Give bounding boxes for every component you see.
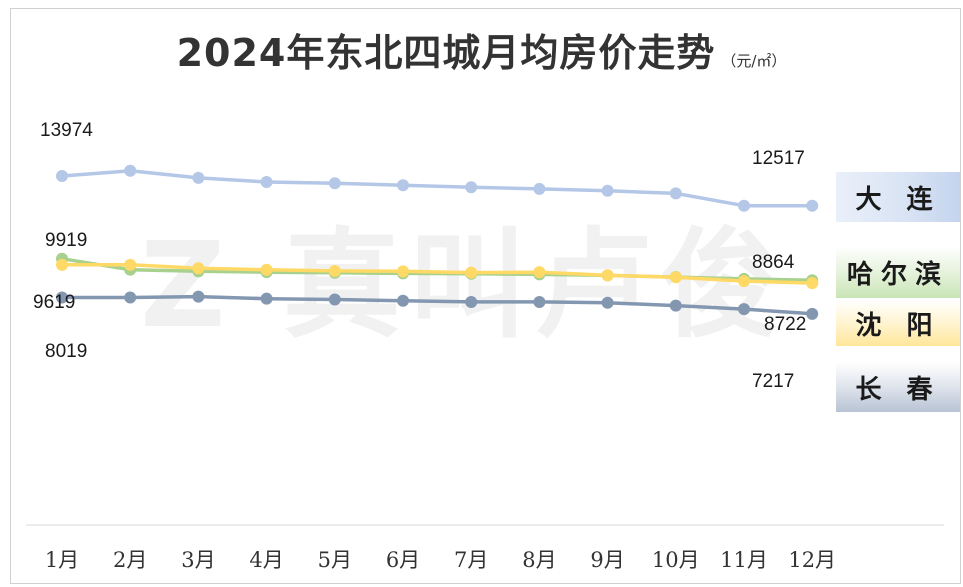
legend-harbin: 哈尔滨 bbox=[836, 246, 960, 298]
data-point bbox=[533, 295, 546, 308]
data-point bbox=[533, 182, 546, 195]
x-tick-label: 5月 bbox=[318, 548, 352, 572]
data-point bbox=[669, 299, 682, 312]
series-line bbox=[61, 169, 813, 208]
data-point bbox=[328, 264, 341, 277]
watermark-text: Z 真叫卢俊 bbox=[140, 216, 787, 354]
data-point bbox=[124, 258, 137, 271]
legend-label-changchun: 长 春 bbox=[855, 374, 941, 405]
data-point bbox=[465, 295, 478, 308]
data-label: 12517 bbox=[752, 148, 805, 169]
data-point bbox=[738, 199, 750, 212]
data-point bbox=[806, 307, 819, 320]
data-point bbox=[56, 170, 68, 182]
data-point bbox=[328, 293, 341, 306]
x-tick-label: 12月 bbox=[788, 548, 836, 572]
series-line bbox=[62, 263, 813, 285]
series-line bbox=[62, 294, 813, 316]
data-label: 7217 bbox=[752, 371, 794, 392]
legend-dalian: 大 连 bbox=[836, 172, 960, 222]
x-tick-label: 11月 bbox=[720, 548, 768, 572]
data-label: 13974 bbox=[40, 120, 93, 141]
x-tick-label: 6月 bbox=[386, 548, 420, 572]
legend-label-dalian: 大 连 bbox=[855, 184, 941, 215]
data-point bbox=[397, 265, 409, 278]
data-point bbox=[738, 275, 750, 288]
x-axis-ticks: 1月 2月 3月 4月 5月 6月 7月 8月 9月 10月 11月 12月 bbox=[45, 548, 836, 572]
data-point bbox=[124, 164, 137, 177]
data-label: 8722 bbox=[764, 314, 806, 335]
data-point bbox=[738, 303, 750, 316]
data-label: 8864 bbox=[752, 252, 795, 273]
data-point bbox=[328, 177, 341, 190]
x-tick-label: 9月 bbox=[590, 548, 624, 572]
data-point bbox=[601, 184, 614, 197]
legend-label-shenyang: 沈 阳 bbox=[855, 310, 941, 341]
data-label: 9619 bbox=[33, 292, 75, 313]
data-point bbox=[806, 199, 819, 212]
data-labels: 13974 12517 9919 8864 9619 8722 8019 7217 bbox=[33, 120, 806, 392]
data-point bbox=[601, 269, 614, 282]
x-tick-label: 3月 bbox=[181, 548, 215, 572]
series-group bbox=[56, 164, 819, 320]
data-point bbox=[669, 271, 682, 284]
data-point bbox=[397, 179, 409, 192]
x-tick-label: 7月 bbox=[454, 548, 488, 572]
x-tick-label: 8月 bbox=[522, 548, 556, 572]
chart-unit: （元/㎡） bbox=[721, 52, 787, 70]
legend-changchun: 长 春 bbox=[836, 362, 960, 412]
data-point bbox=[397, 294, 409, 307]
x-tick-label: 2月 bbox=[113, 548, 147, 572]
data-point bbox=[260, 175, 273, 188]
data-point bbox=[806, 277, 819, 290]
data-point bbox=[56, 291, 68, 304]
data-point bbox=[669, 187, 682, 200]
legend-label-harbin: 哈尔滨 bbox=[846, 259, 949, 290]
legend-shenyang: 沈 阳 bbox=[836, 300, 960, 346]
data-point bbox=[260, 292, 273, 305]
data-point bbox=[260, 263, 273, 276]
x-tick-label: 1月 bbox=[45, 548, 79, 572]
data-point bbox=[192, 262, 205, 275]
data-point bbox=[465, 181, 478, 194]
data-point bbox=[601, 296, 614, 309]
data-point bbox=[192, 290, 205, 303]
x-tick-label: 4月 bbox=[249, 548, 283, 572]
data-point bbox=[124, 291, 137, 304]
chart-title-row: 2024年东北四城月均房价走势 （元/㎡） bbox=[0, 22, 963, 77]
data-point bbox=[192, 171, 205, 184]
data-point bbox=[56, 258, 68, 271]
watermark: Z 真叫卢俊 bbox=[140, 216, 787, 354]
x-tick-label: 10月 bbox=[652, 548, 700, 572]
data-point bbox=[533, 266, 546, 279]
data-label: 8019 bbox=[45, 341, 87, 362]
chart-title: 2024年东北四城月均房价走势 bbox=[176, 31, 716, 75]
data-label: 9919 bbox=[45, 230, 87, 251]
data-point bbox=[465, 266, 478, 279]
